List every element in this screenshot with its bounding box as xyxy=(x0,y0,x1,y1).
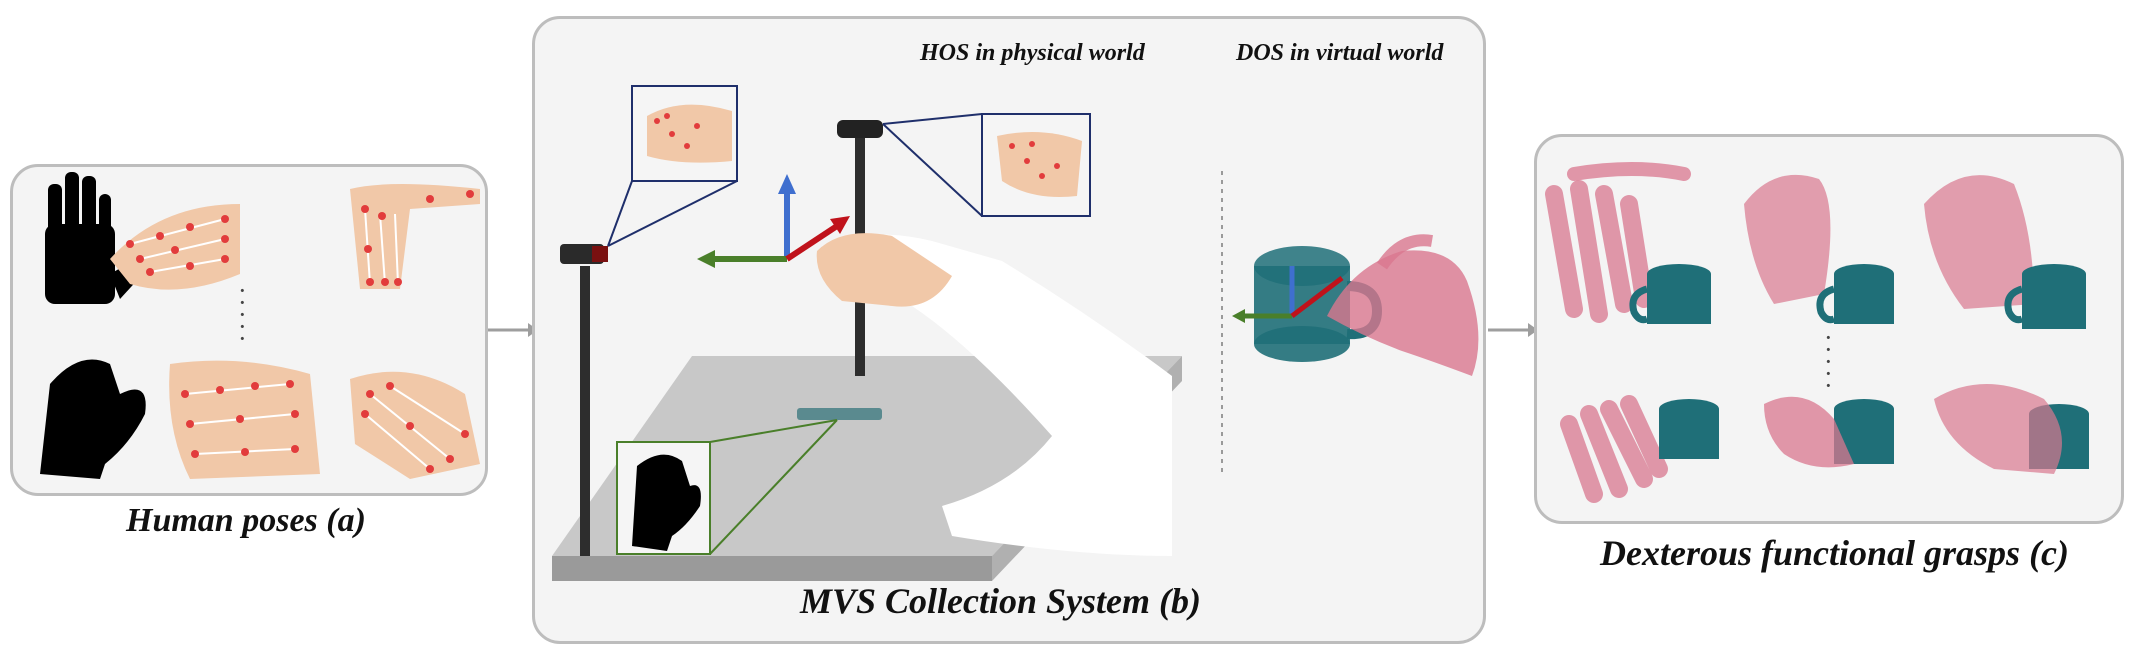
mvs-system-caption: MVS Collection System (b) xyxy=(800,581,1202,621)
grasp-bottom-1 xyxy=(1560,395,1719,503)
human-poses-caption: Human poses (a) xyxy=(126,502,366,539)
grasp-bottom-3 xyxy=(1934,384,2089,474)
rgb-hand-keypoints-bottom xyxy=(169,360,320,479)
depth-silhouette-hand-bottom xyxy=(40,359,146,479)
grasps-illustration xyxy=(1545,162,2089,503)
virtual-hand-point-cloud xyxy=(1327,234,1479,376)
arrow-b-to-c xyxy=(1488,323,1538,337)
camera-right-view-inset xyxy=(882,113,1091,217)
axes-physical xyxy=(697,174,850,268)
axes-virtual xyxy=(1232,266,1344,323)
human-poses-illustration xyxy=(40,172,480,479)
rgb-hand-side-top xyxy=(350,184,480,289)
grasp-top-3 xyxy=(1924,175,2086,329)
rgb-hand-keypoints-top xyxy=(110,204,240,290)
human-arm xyxy=(816,233,1172,557)
depth-view-inset xyxy=(616,419,838,555)
ellipsis-vertical-c: · · · · · xyxy=(1824,323,1833,400)
dos-label: DOS in virtual world xyxy=(1236,40,1444,66)
grasp-top-1 xyxy=(1545,162,1711,324)
mvs-system-illustration xyxy=(552,85,1479,581)
capture-device xyxy=(797,408,882,420)
ellipsis-vertical-a: · · · · · xyxy=(238,276,247,353)
camera-left-view-inset xyxy=(607,85,738,247)
grasp-bottom-2 xyxy=(1764,396,1894,468)
arrow-a-to-b xyxy=(488,323,538,337)
grasp-top-2 xyxy=(1744,174,1894,324)
hos-label: HOS in physical world xyxy=(920,40,1145,66)
grasps-caption: Dexterous functional grasps (c) xyxy=(1600,533,2070,573)
camera-left xyxy=(560,244,608,556)
rgb-hand-pinch-bottom xyxy=(350,371,480,479)
